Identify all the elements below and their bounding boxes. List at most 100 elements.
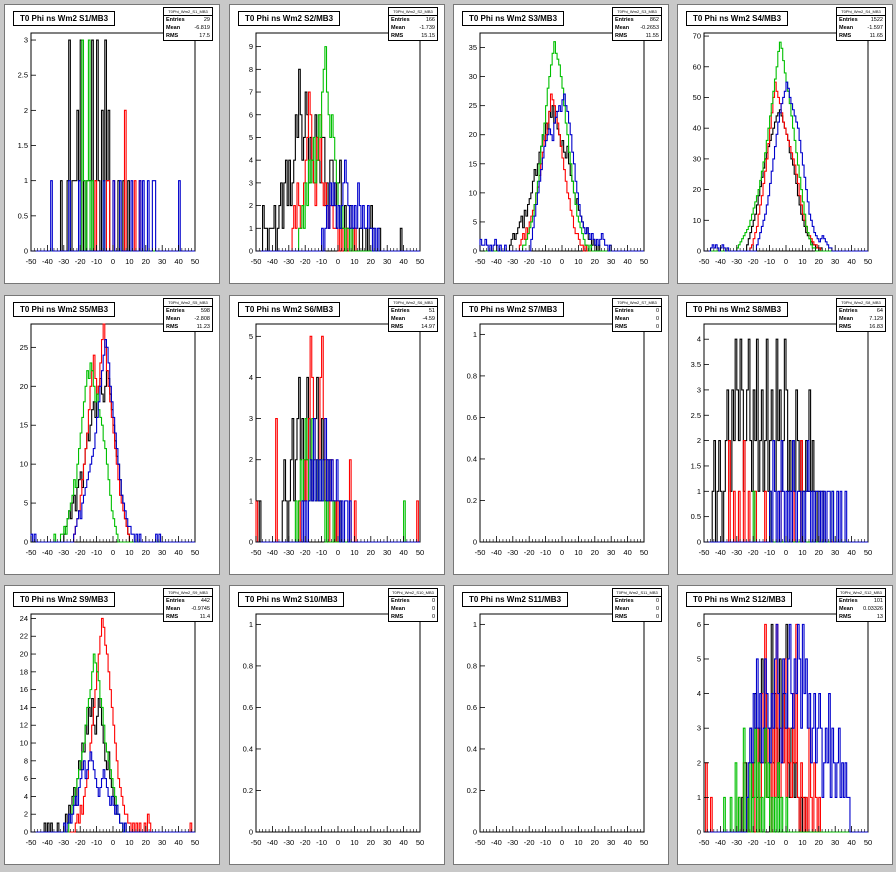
y-tick-label: 0 xyxy=(249,828,253,837)
stats-rms: RMS 11.55 xyxy=(613,32,661,40)
stats-rms-value: 0 xyxy=(655,324,659,330)
y-tick-label: 4 xyxy=(697,335,701,344)
y-tick-label: 60 xyxy=(693,62,701,71)
x-tick-label: 40 xyxy=(623,257,631,266)
x-tick-label: -50 xyxy=(475,838,486,847)
stats-histogram-name: T0Phi_Wm2_S7_MB3 xyxy=(613,299,661,307)
y-tick-label: 0.6 xyxy=(467,413,477,422)
histogram-series-line xyxy=(30,339,195,543)
x-tick-label: 20 xyxy=(815,257,823,266)
stats-box: T0Phi_Wm2_S11_MB3 Entries 0 Mean 0 RMS 0 xyxy=(612,588,662,622)
x-tick-label: -10 xyxy=(764,257,775,266)
histogram-svg: -50 -40 -30 -20 -10 0 10 20 30 40 50 0 0.2 0.4 0.6 0.8 1 xyxy=(243,613,424,847)
stats-box: T0Phi_Wm2_S2_MB3 Entries 166 Mean -1.739 RMS 1… xyxy=(388,7,438,41)
histogram-title: T0 Phi ns Wm2 S8/MB3 xyxy=(686,302,789,317)
histogram-title: T0 Phi ns Wm2 S11/MB3 xyxy=(462,592,569,607)
stats-box: T0Phi_Wm2_S10_MB3 Entries 0 Mean 0 RMS 0 xyxy=(388,588,438,622)
y-tick-label: 5 xyxy=(473,217,477,226)
stats-mean: Mean -6.819 xyxy=(164,24,212,32)
stats-mean-value: 0.03326 xyxy=(863,606,883,612)
stats-rms-value: 11.4 xyxy=(199,614,210,620)
stats-histogram-name: T0Phi_Wm2_S12_MB3 xyxy=(837,589,885,597)
plot-frame xyxy=(703,32,869,252)
stats-rms: RMS 14.97 xyxy=(389,323,437,331)
x-tick-label: -20 xyxy=(748,838,759,847)
x-tick-label: -10 xyxy=(764,548,775,557)
y-tick-label: 6 xyxy=(697,620,701,629)
stats-entries: Entries 101 xyxy=(837,597,885,605)
stats-mean: Mean -2.808 xyxy=(164,315,212,323)
y-tick-label: 0.6 xyxy=(467,703,477,712)
x-tick-label: -10 xyxy=(316,838,327,847)
y-tick-label: 1.5 xyxy=(691,461,701,470)
x-tick-label: 0 xyxy=(784,548,788,557)
x-tick-label: -20 xyxy=(75,257,86,266)
histogram-series-line xyxy=(256,159,420,252)
y-tick-label: 5 xyxy=(24,499,28,508)
stats-rms-value: 11.55 xyxy=(645,33,659,39)
stats-rms: RMS 0 xyxy=(389,613,437,621)
y-tick-label: 0 xyxy=(473,828,477,837)
stats-rms-value: 15.15 xyxy=(421,33,435,39)
x-tick-label: 20 xyxy=(142,548,150,557)
y-tick-label: 16 xyxy=(20,685,28,694)
x-tick-label: 50 xyxy=(640,257,648,266)
histogram-svg: -50 -40 -30 -20 -10 0 10 20 30 40 50 0 10 20 30 40 50 60 7… xyxy=(693,32,873,266)
stats-histogram-name: T0Phi_Wm2_S5_MB3 xyxy=(164,299,212,307)
x-tick-label: 40 xyxy=(174,257,182,266)
x-tick-label: -40 xyxy=(42,838,53,847)
x-tick-label: -50 xyxy=(251,548,262,557)
x-tick-label: 40 xyxy=(174,548,182,557)
x-tick-label: 10 xyxy=(574,838,582,847)
y-tick-label: 1 xyxy=(249,224,253,233)
stats-entries-label: Entries xyxy=(615,308,634,314)
y-tick-label: 0.2 xyxy=(243,786,253,795)
y-tick-label: 3 xyxy=(24,36,28,45)
stats-entries-value: 166 xyxy=(425,17,435,23)
y-tick-label: 20 xyxy=(20,382,28,391)
stats-mean: Mean 7.129 xyxy=(837,315,885,323)
x-tick-label: 30 xyxy=(158,838,166,847)
x-tick-label: 0 xyxy=(560,257,564,266)
stats-rms: RMS 0 xyxy=(613,613,661,621)
y-tick-label: 0 xyxy=(24,538,28,547)
x-tick-label: -10 xyxy=(764,838,775,847)
x-tick-label: -30 xyxy=(507,257,518,266)
histogram-pad: -50 -40 -30 -20 -10 0 10 20 30 40 50 0 1 2 3 4 5 6 T0 Phi … xyxy=(677,585,893,865)
x-tick-label: -20 xyxy=(75,548,86,557)
y-tick-label: 0.2 xyxy=(467,786,477,795)
stats-rms: RMS 11.23 xyxy=(164,323,212,331)
histogram-pad: -50 -40 -30 -20 -10 0 10 20 30 40 50 0 0.5 1 1.5 2 2.5 3 3… xyxy=(677,295,893,575)
stats-entries-value: 0 xyxy=(655,308,659,314)
stats-rms-label: RMS xyxy=(166,324,179,330)
x-tick-label: 40 xyxy=(847,257,855,266)
histogram-svg: -50 -40 -30 -20 -10 0 10 20 30 40 5002468101214161… xyxy=(20,613,199,847)
plot-frame xyxy=(255,613,421,833)
stats-histogram-name: T0Phi_Wm2_S3_MB3 xyxy=(613,8,661,16)
histogram-series-line xyxy=(704,623,868,833)
x-tick-label: 40 xyxy=(623,838,631,847)
x-tick-label: -20 xyxy=(524,257,535,266)
y-tick-label: 0.4 xyxy=(467,454,477,463)
plot-frame xyxy=(479,613,645,833)
stats-mean: Mean -1.597 xyxy=(837,24,885,32)
x-tick-label: -40 xyxy=(491,257,502,266)
x-tick-label: -40 xyxy=(267,548,278,557)
histogram-title: T0 Phi ns Wm2 S9/MB3 xyxy=(13,592,116,607)
stats-entries: Entries 1522 xyxy=(837,16,885,24)
x-tick-label: -20 xyxy=(524,548,535,557)
x-tick-label: -30 xyxy=(58,548,69,557)
x-tick-label: -50 xyxy=(251,257,262,266)
x-tick-label: 40 xyxy=(174,838,182,847)
stats-entries: Entries 166 xyxy=(389,16,437,24)
stats-entries-value: 0 xyxy=(655,598,659,604)
x-tick-label: -40 xyxy=(267,257,278,266)
x-tick-label: 30 xyxy=(383,257,391,266)
histogram-pad: -50 -40 -30 -20 -10 0 10 20 30 40 50 0 2 4 6 8 10 12 14 16 1… xyxy=(4,585,220,865)
stats-entries: Entries 0 xyxy=(613,307,661,315)
y-tick-label: 20 xyxy=(20,650,28,659)
stats-entries-value: 442 xyxy=(200,598,210,604)
stats-histogram-name: T0Phi_Wm2_S11_MB3 xyxy=(613,589,661,597)
x-tick-label: 30 xyxy=(607,838,615,847)
stats-mean-value: 0 xyxy=(655,606,659,612)
